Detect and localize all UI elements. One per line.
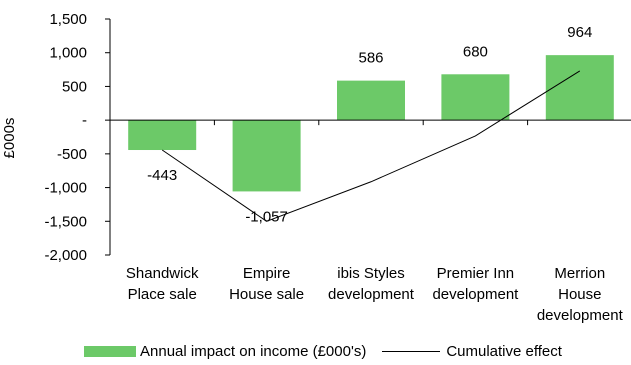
y-tick-label: 500 <box>62 78 87 95</box>
y-tick-label: 1,500 <box>49 11 87 28</box>
cumulative-line <box>161 70 581 222</box>
x-category-label: House <box>558 286 601 303</box>
x-category-label: Premier Inn <box>437 265 515 282</box>
y-tick-label: -500 <box>57 146 87 163</box>
bar <box>545 55 614 121</box>
y-tick-label: -2,000 <box>44 247 87 264</box>
bar <box>232 120 301 192</box>
x-category-label: ibis Styles <box>337 265 405 282</box>
data-label: 586 <box>358 50 383 67</box>
legend-swatch-line <box>382 350 441 352</box>
y-axis-title: £000s <box>1 118 18 159</box>
x-category-label: development <box>432 286 519 303</box>
y-tick-label: - <box>82 112 87 129</box>
legend-swatch-bars <box>84 345 136 357</box>
x-category-label: development <box>328 286 415 303</box>
legend: Annual impact on income (£000's) Cumulat… <box>84 340 562 362</box>
legend-label-line: Cumulative effect <box>446 342 562 360</box>
data-label: 680 <box>463 43 488 60</box>
bar <box>128 120 197 151</box>
data-label: 964 <box>567 24 592 41</box>
x-category-label: development <box>537 307 624 324</box>
data-label: -443 <box>147 167 177 184</box>
x-category-label: Empire <box>243 265 291 282</box>
legend-label-bars: Annual impact on income (£000's) <box>140 342 367 360</box>
x-category-label: Place sale <box>128 286 197 303</box>
data-label: -1,057 <box>245 208 288 225</box>
y-tick-label: -1,000 <box>44 180 87 197</box>
bar <box>337 80 405 121</box>
y-tick-label: 1,000 <box>49 45 87 62</box>
bar <box>441 74 510 121</box>
x-category-label: House sale <box>229 286 304 303</box>
x-category-label: Shandwick <box>126 265 199 282</box>
x-category-label: Merrion <box>554 265 605 282</box>
y-tick-label: -1,500 <box>44 213 87 230</box>
